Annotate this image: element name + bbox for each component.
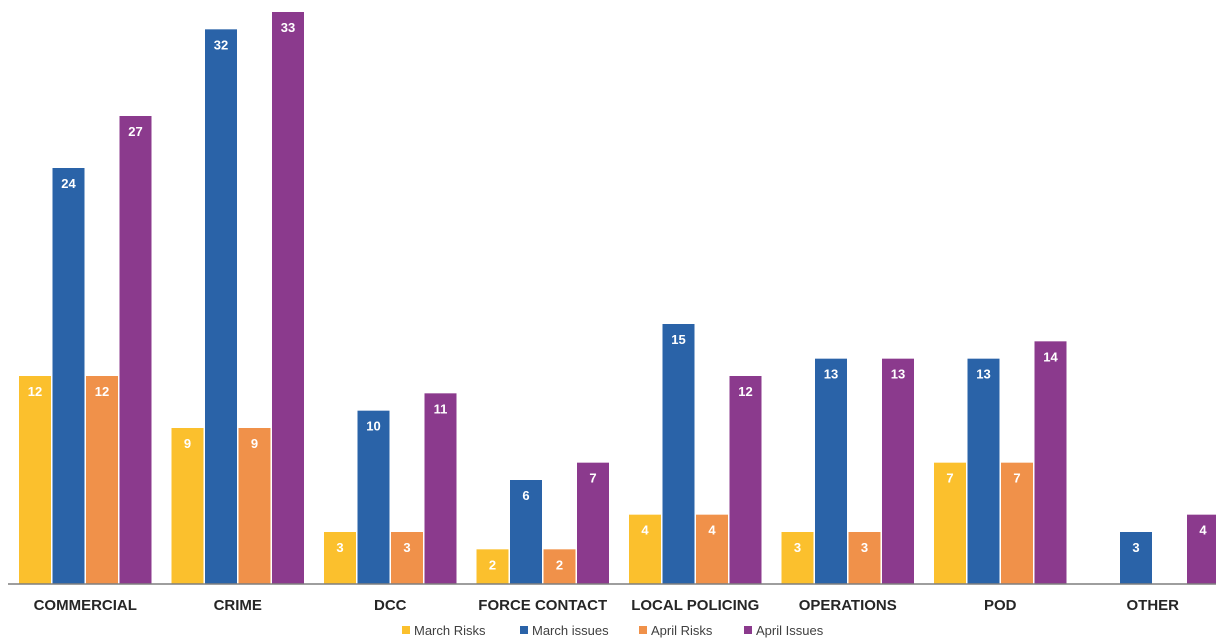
- bar-april-risks-force-contact: [543, 549, 576, 584]
- legend-label: April Risks: [651, 623, 713, 638]
- category-labels-layer: COMMERCIAL CRIME DCC FORCE CONTACT LOCAL POL…: [34, 597, 1180, 614]
- data-label: 10: [366, 419, 380, 434]
- data-label: 3: [403, 540, 410, 555]
- bar-april-issues-crime: [272, 12, 304, 584]
- data-label: 27: [128, 124, 142, 139]
- category-label: POD: [984, 597, 1017, 614]
- bar-march-issues-dcc: [357, 410, 390, 584]
- category-label: COMMERCIAL: [34, 597, 137, 614]
- bar-april-issues-dcc: [424, 393, 457, 584]
- bar-march-risks-crime: [171, 428, 204, 584]
- data-label: 2: [489, 557, 496, 572]
- category-label: FORCE CONTACT: [478, 597, 607, 614]
- data-label: 7: [1013, 471, 1020, 486]
- bar-april-risks-local-policing: [696, 514, 728, 584]
- data-label: 12: [738, 384, 752, 399]
- data-label: 12: [28, 384, 42, 399]
- category-label: OTHER: [1127, 597, 1180, 614]
- bar-april-risks-crime: [238, 428, 271, 584]
- legend-swatch: [744, 626, 752, 634]
- data-label: 4: [641, 523, 649, 538]
- bar-march-risks-force-contact: [476, 549, 509, 584]
- bar-march-risks-pod: [934, 462, 966, 584]
- category-label: DCC: [374, 597, 407, 614]
- data-label: 6: [522, 488, 529, 503]
- bar-march-risks-dcc: [324, 532, 356, 584]
- bar-march-risks-operations: [781, 532, 814, 584]
- data-label: 15: [671, 332, 685, 347]
- data-label: 7: [589, 471, 596, 486]
- data-label: 3: [794, 540, 801, 555]
- category-label: OPERATIONS: [799, 597, 897, 614]
- bar-april-issues-operations: [882, 358, 914, 584]
- bar-april-issues-force-contact: [577, 462, 609, 584]
- data-label: 3: [1132, 540, 1139, 555]
- bar-labels-layer: 1224122793293331031126274154123133137137…: [28, 20, 1208, 572]
- bar-march-issues-local-policing: [662, 324, 695, 584]
- data-label: 4: [1199, 523, 1207, 538]
- bars-layer: [19, 12, 1216, 585]
- data-label: 11: [434, 401, 448, 416]
- data-label: 9: [251, 436, 258, 451]
- bar-april-issues-commercial: [119, 116, 152, 584]
- bar-march-risks-local-policing: [629, 514, 661, 584]
- bar-april-risks-pod: [1001, 462, 1033, 584]
- data-label: 3: [336, 540, 343, 555]
- bar-april-issues-pod: [1034, 341, 1067, 584]
- bar-april-issues-local-policing: [729, 376, 762, 584]
- bar-march-issues-operations: [815, 358, 847, 584]
- bar-march-risks-commercial: [19, 376, 51, 584]
- data-label: 9: [184, 436, 191, 451]
- data-label: 33: [281, 20, 295, 35]
- data-label: 32: [214, 37, 228, 52]
- legend-label: March issues: [532, 623, 609, 638]
- data-label: 2: [556, 557, 563, 572]
- bar-march-issues-crime: [205, 29, 237, 585]
- bar-march-issues-other: [1120, 532, 1152, 584]
- bar-april-issues-other: [1187, 514, 1216, 584]
- category-label: CRIME: [214, 597, 262, 614]
- data-label: 13: [976, 367, 990, 382]
- legend-label: March Risks: [414, 623, 486, 638]
- data-label: 24: [61, 176, 76, 191]
- bar-april-risks-operations: [848, 532, 881, 584]
- legend-swatch: [520, 626, 528, 634]
- legend-swatch: [402, 626, 410, 634]
- legend-label: April Issues: [756, 623, 824, 638]
- category-label: LOCAL POLICING: [631, 597, 759, 614]
- legend: March Risks March issues April Risks April …: [402, 623, 824, 638]
- bar-april-risks-dcc: [391, 532, 423, 584]
- data-label: 4: [708, 523, 716, 538]
- bar-march-issues-force-contact: [510, 480, 542, 584]
- bar-april-risks-commercial: [86, 376, 118, 584]
- data-label: 3: [861, 540, 868, 555]
- legend-swatch: [639, 626, 647, 634]
- data-label: 13: [891, 367, 905, 382]
- bar-march-issues-pod: [967, 358, 1000, 584]
- data-label: 12: [95, 384, 109, 399]
- bar-march-issues-commercial: [52, 168, 85, 584]
- data-label: 7: [946, 471, 953, 486]
- data-label: 14: [1043, 349, 1058, 364]
- data-label: 13: [824, 367, 838, 382]
